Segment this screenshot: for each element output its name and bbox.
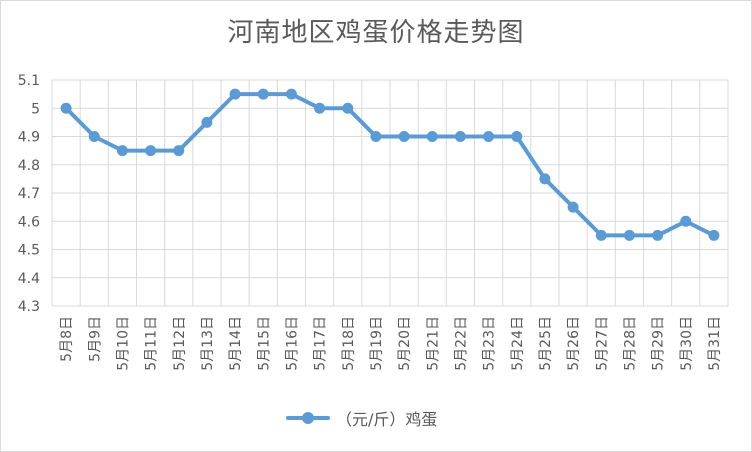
x-tick-label: 5月16日 xyxy=(284,316,300,371)
data-point xyxy=(173,145,185,157)
x-tick-label: 5月29日 xyxy=(651,316,667,371)
x-tick-label: 5月19日 xyxy=(369,316,385,371)
x-tick-label: 5月13日 xyxy=(200,316,216,371)
data-point xyxy=(483,131,495,142)
data-point xyxy=(60,102,72,114)
legend-marker xyxy=(286,406,330,430)
data-point xyxy=(201,116,213,128)
x-tick-label: 5月30日 xyxy=(679,316,695,371)
x-tick-label: 5月23日 xyxy=(482,316,498,371)
data-point xyxy=(539,173,551,185)
y-tick-label: 4.8 xyxy=(18,158,40,174)
data-point xyxy=(370,131,382,142)
y-tick-labels: 5.1 5 4.9 4.8 4.7 4.6 4.5 4.4 4.3 xyxy=(18,73,40,315)
x-tick-label: 5月24日 xyxy=(510,316,526,371)
y-tick-label: 4.7 xyxy=(18,186,40,202)
data-point xyxy=(595,229,607,241)
y-tick-label: 4.3 xyxy=(18,299,40,315)
data-point xyxy=(145,145,157,157)
x-tick-label: 5月22日 xyxy=(453,316,469,371)
y-tick-label: 4.5 xyxy=(18,243,40,259)
data-point xyxy=(680,215,692,227)
x-tick-label: 5月8日 xyxy=(59,316,75,362)
y-tick-label: 5.1 xyxy=(18,73,40,89)
data-point xyxy=(285,88,297,100)
data-point xyxy=(314,102,326,114)
x-tick-label: 5月26日 xyxy=(566,316,582,371)
y-tick-label: 4.9 xyxy=(18,130,40,146)
data-point xyxy=(229,88,241,100)
legend-label: （元/斤）鸡蛋 xyxy=(336,410,438,429)
x-tick-label: 5月31日 xyxy=(707,316,723,371)
data-point xyxy=(652,229,664,241)
series-group xyxy=(60,88,720,241)
x-tick-labels: 5月8日 5月9日 5月10日 5月11日 5月12日 5月13日 5月14日 5月15日 5月… xyxy=(59,316,723,371)
x-tick-label: 5月20日 xyxy=(397,316,413,371)
data-point xyxy=(623,229,635,241)
x-tick-label: 5月9日 xyxy=(87,316,103,362)
y-tick-label: 4.4 xyxy=(18,271,40,287)
data-point xyxy=(257,88,269,100)
x-tick-label: 5月28日 xyxy=(622,316,638,371)
data-point xyxy=(454,131,466,142)
data-point xyxy=(511,131,523,142)
x-tick-label: 5月10日 xyxy=(115,316,131,371)
data-point xyxy=(116,145,128,157)
data-point xyxy=(708,229,720,241)
x-tick-label: 5月21日 xyxy=(425,316,441,371)
x-tick-label: 5月17日 xyxy=(313,316,329,371)
x-tick-label: 5月12日 xyxy=(172,316,188,371)
x-tick-label: 5月25日 xyxy=(538,316,554,371)
data-point xyxy=(88,131,100,142)
y-tick-label: 4.6 xyxy=(18,214,40,230)
legend: （元/斤）鸡蛋 xyxy=(286,406,437,430)
data-point xyxy=(342,102,354,114)
data-point xyxy=(426,131,438,142)
x-tick-label: 5月11日 xyxy=(144,316,160,371)
x-tick-label: 5月27日 xyxy=(594,316,610,371)
data-point xyxy=(398,131,410,142)
x-tick-label: 5月14日 xyxy=(228,316,244,371)
chart-title: 河南地区鸡蛋价格走势图 xyxy=(227,18,525,48)
data-point xyxy=(567,201,579,213)
grid-lines xyxy=(51,79,729,307)
y-tick-label: 5 xyxy=(31,101,40,117)
x-tick-label: 5月18日 xyxy=(341,316,357,371)
x-tick-label: 5月15日 xyxy=(256,316,272,371)
